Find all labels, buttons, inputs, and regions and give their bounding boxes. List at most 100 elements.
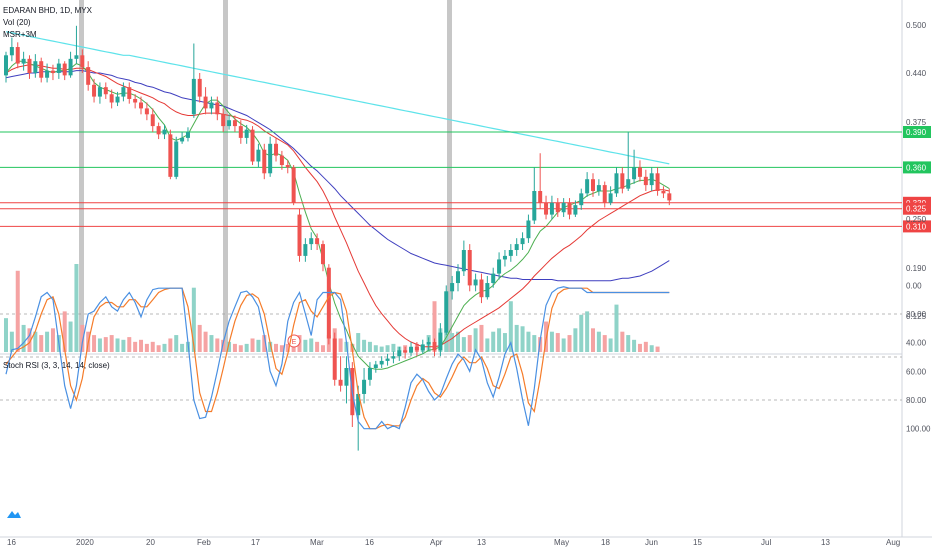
candle-body bbox=[491, 273, 496, 284]
tradingview-logo-icon[interactable] bbox=[6, 508, 22, 520]
volume-bar bbox=[391, 343, 396, 352]
candle-body bbox=[409, 346, 414, 353]
volume-bar bbox=[379, 346, 384, 352]
volume-bar bbox=[127, 337, 132, 352]
stoch-axis-tick-5: 0.00 bbox=[906, 281, 922, 290]
time-axis-tick-4: 17 bbox=[251, 538, 260, 547]
candle-body bbox=[620, 173, 625, 189]
candle-body bbox=[414, 346, 419, 351]
candle-body bbox=[602, 185, 607, 203]
volume-bar bbox=[144, 343, 149, 352]
candle-body bbox=[115, 96, 120, 103]
stoch-k-line bbox=[5, 286, 670, 430]
candle-body bbox=[420, 344, 425, 351]
volume-bar bbox=[180, 343, 185, 352]
candle-body bbox=[332, 338, 337, 380]
candle-body bbox=[403, 350, 408, 353]
volume-bar bbox=[591, 328, 595, 352]
candle-body bbox=[514, 244, 519, 250]
volume-bar bbox=[109, 335, 114, 352]
volume-bar bbox=[97, 338, 102, 352]
volume-bar bbox=[620, 331, 625, 352]
volume-bar bbox=[221, 339, 226, 352]
candle-body bbox=[532, 191, 537, 221]
candle-body bbox=[356, 393, 361, 416]
candle-body bbox=[479, 279, 484, 298]
volume-bar bbox=[256, 339, 261, 352]
candle-body bbox=[168, 134, 173, 177]
msr-legend: MSR+3M bbox=[3, 30, 37, 39]
candle-body bbox=[268, 143, 273, 174]
chart-title: EDARAN BHD, 1D, MYX bbox=[3, 6, 92, 15]
stoch-axis-tick-0: 100.00 bbox=[906, 425, 931, 434]
candle-body bbox=[538, 191, 543, 203]
volume-bar bbox=[103, 337, 108, 352]
candle-body bbox=[438, 332, 443, 351]
candle-body bbox=[567, 202, 572, 215]
candle-body bbox=[21, 58, 26, 64]
candle-body bbox=[367, 368, 372, 380]
candle-body bbox=[455, 271, 460, 284]
volume-bar bbox=[45, 331, 50, 352]
volume-bar bbox=[227, 341, 232, 352]
period-separator-bar-0 bbox=[79, 0, 84, 352]
candle-body bbox=[68, 58, 73, 76]
stoch-axis-tick-4: 20.00 bbox=[906, 310, 927, 319]
candle-body bbox=[33, 61, 38, 73]
time-axis-tick-12: 15 bbox=[693, 538, 702, 547]
volume-bar bbox=[373, 345, 378, 352]
stoch-axis-tick-3: 40.00 bbox=[906, 339, 927, 348]
volume-bar bbox=[450, 333, 455, 352]
candle-body bbox=[232, 120, 237, 127]
volume-bar bbox=[15, 270, 20, 352]
volume-bar bbox=[238, 345, 243, 352]
level-label-bg-1 bbox=[903, 161, 931, 174]
volume-bar bbox=[50, 328, 55, 352]
volume-bar bbox=[197, 324, 202, 352]
volume-bar bbox=[497, 328, 502, 352]
ma-long-line bbox=[5, 31, 670, 165]
volume-bar bbox=[162, 343, 167, 352]
candle-body bbox=[497, 259, 502, 274]
candle-body bbox=[502, 255, 507, 260]
volume-bar bbox=[244, 343, 249, 352]
candle-body bbox=[127, 87, 132, 99]
level-label-1: 0.360 bbox=[906, 163, 927, 172]
candle-body bbox=[362, 379, 367, 394]
time-axis-tick-13: Jul bbox=[761, 538, 771, 547]
candle-body bbox=[637, 167, 642, 177]
candle-body bbox=[45, 70, 50, 78]
candle-body bbox=[121, 87, 126, 97]
candle-body bbox=[244, 129, 249, 138]
candle-body bbox=[50, 70, 55, 73]
volume-bar bbox=[279, 345, 284, 352]
volume-bar bbox=[309, 338, 314, 352]
time-axis-tick-14: 13 bbox=[821, 538, 830, 547]
volume-bar bbox=[614, 304, 619, 352]
volume-bar bbox=[526, 331, 531, 352]
level-label-bg-3 bbox=[903, 202, 931, 215]
ma-slow-line bbox=[5, 70, 670, 282]
volume-bar bbox=[596, 331, 601, 352]
volume-bar bbox=[274, 343, 279, 352]
candle-body bbox=[221, 114, 226, 127]
ma-mid-line bbox=[5, 64, 670, 348]
level-label-bg-0 bbox=[903, 126, 931, 138]
volume-bar bbox=[655, 346, 660, 352]
volume-bar bbox=[549, 331, 554, 352]
volume-bar bbox=[215, 338, 220, 352]
candle-body bbox=[180, 137, 185, 142]
volume-bar bbox=[168, 338, 173, 352]
volume-bar bbox=[485, 338, 490, 352]
candle-body bbox=[379, 360, 384, 365]
volume-bar bbox=[150, 341, 155, 352]
period-separator-bar-2 bbox=[447, 0, 452, 352]
candle-body bbox=[508, 250, 513, 256]
time-axis-tick-1: 2020 bbox=[76, 538, 94, 547]
volume-bar bbox=[356, 333, 361, 352]
candle-body bbox=[655, 173, 660, 191]
candle-body bbox=[262, 149, 267, 174]
candle-body bbox=[579, 193, 584, 206]
volume-bar bbox=[367, 341, 372, 352]
